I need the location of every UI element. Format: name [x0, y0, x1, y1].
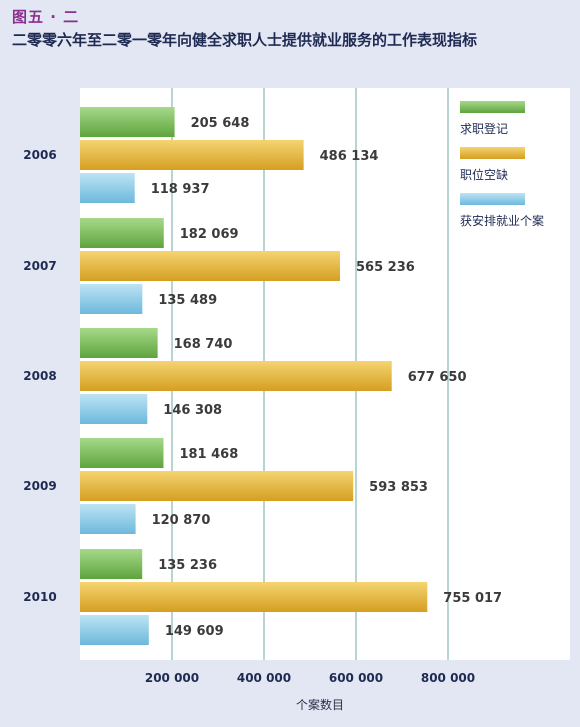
legend-label: 求职登记 [460, 121, 508, 136]
bar [80, 140, 304, 170]
x-tick-label: 800 000 [421, 671, 475, 685]
data-label: 135 489 [158, 293, 217, 308]
x-tick-label: 600 000 [329, 671, 383, 685]
bar [80, 549, 143, 579]
bar [80, 582, 428, 612]
data-label: 146 308 [163, 403, 222, 418]
data-label: 118 937 [151, 182, 210, 197]
category-label: 2010 [23, 590, 56, 604]
bar [80, 438, 164, 468]
bar [80, 173, 135, 203]
chart-title: 二零零六年至二零一零年向健全求职人士提供就业服务的工作表现指标 [12, 31, 478, 49]
bar [80, 615, 149, 645]
bar [80, 328, 158, 358]
data-label: 593 853 [369, 480, 428, 495]
bar [80, 471, 354, 501]
data-label: 755 017 [443, 591, 502, 606]
legend-swatch [460, 147, 525, 159]
category-label: 2007 [23, 259, 56, 273]
data-label: 120 870 [152, 513, 211, 528]
data-label: 182 069 [180, 227, 239, 242]
data-label: 677 650 [408, 370, 467, 385]
x-tick-label: 400 000 [237, 671, 291, 685]
bar [80, 251, 341, 281]
figure-label: 图五 · 二 [12, 8, 80, 26]
legend-label: 职位空缺 [460, 167, 508, 182]
x-axis-title: 个案数目 [295, 698, 344, 712]
legend-swatch [460, 193, 525, 205]
data-label: 486 134 [320, 149, 379, 164]
bar [80, 394, 148, 424]
bar [80, 361, 392, 391]
data-label: 149 609 [165, 624, 224, 639]
legend-swatch [460, 101, 525, 113]
bar [80, 504, 136, 534]
category-label: 2008 [23, 369, 56, 383]
legend-label: 获安排就业个案 [460, 213, 544, 228]
data-label: 135 236 [158, 558, 217, 573]
category-label: 2006 [23, 148, 56, 162]
bar [80, 284, 143, 314]
data-label: 168 740 [174, 337, 233, 352]
x-tick-label: 200 000 [145, 671, 199, 685]
bar [80, 107, 175, 137]
category-label: 2009 [23, 479, 56, 493]
data-label: 205 648 [191, 116, 250, 131]
bar [80, 218, 164, 248]
data-label: 565 236 [356, 260, 415, 275]
data-label: 181 468 [179, 447, 238, 462]
